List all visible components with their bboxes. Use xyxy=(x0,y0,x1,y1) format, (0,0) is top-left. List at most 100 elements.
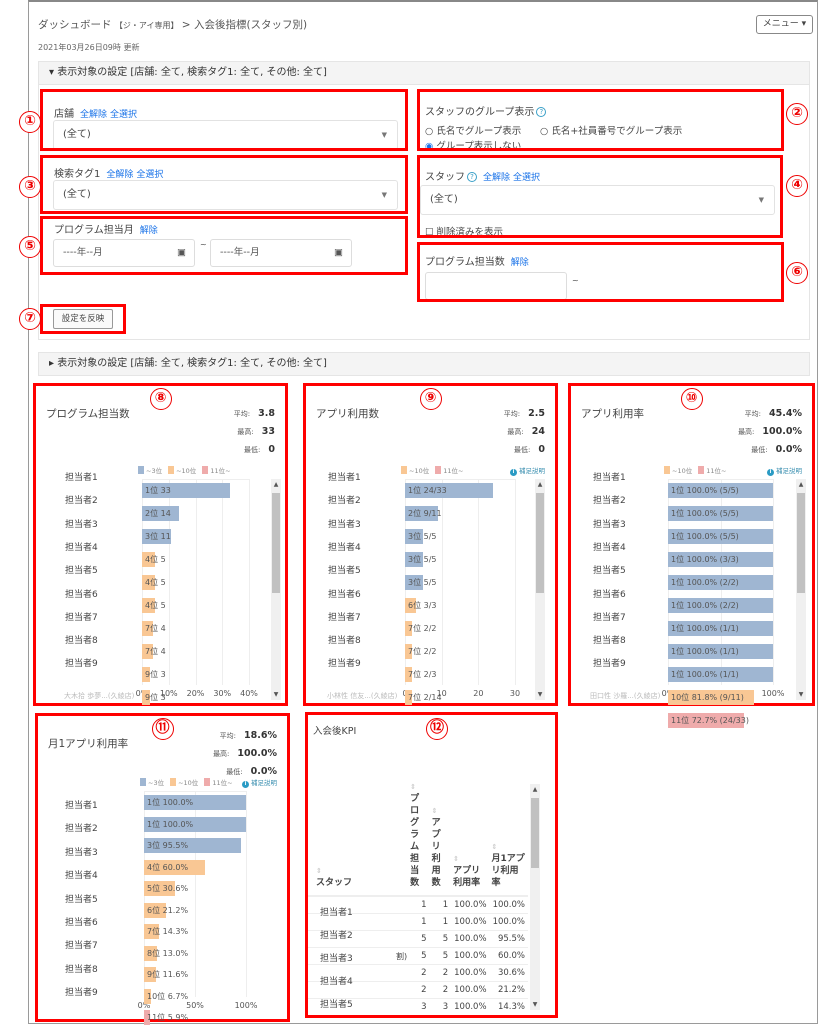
bar[interactable] xyxy=(142,667,151,682)
bar[interactable] xyxy=(668,483,773,498)
bar[interactable] xyxy=(142,644,153,659)
bar[interactable] xyxy=(144,967,156,982)
bar[interactable] xyxy=(405,598,416,613)
kpi-staff-name[interactable]: 担当者2 xyxy=(320,931,353,941)
sort-icon[interactable]: ⇕ xyxy=(410,783,416,791)
kpi-staff-name[interactable]: 担当者3 xyxy=(320,954,353,964)
info-link[interactable]: i 補足説明 xyxy=(242,777,277,788)
store-select-all-link[interactable]: 全選択 xyxy=(110,110,138,120)
bar[interactable] xyxy=(668,644,773,659)
scroll-down-icon[interactable]: ▼ xyxy=(798,691,804,698)
bar[interactable] xyxy=(144,902,166,918)
tag-select-all-link[interactable]: 全選択 xyxy=(136,170,164,180)
bar[interactable] xyxy=(405,621,413,636)
bar[interactable] xyxy=(142,552,156,567)
tag-select[interactable]: (全て) ▼ xyxy=(53,180,398,210)
staff-select[interactable]: (全て) ▼ xyxy=(420,185,775,215)
bar[interactable] xyxy=(144,945,158,961)
help-icon[interactable]: ? xyxy=(467,172,477,182)
bar[interactable] xyxy=(142,506,180,521)
kpi-column-header[interactable]: ⇕ アプリ利用数 xyxy=(429,781,452,897)
scroll-thumb[interactable] xyxy=(536,493,544,593)
kpi-row[interactable]: 1 1 100.0% 100.0% xyxy=(308,896,528,914)
kpi-staff-name[interactable]: 担当者4 xyxy=(320,977,353,987)
scroll-up-icon[interactable]: ▲ xyxy=(798,481,804,488)
bar[interactable] xyxy=(144,838,242,853)
breadcrumb-root[interactable]: ダッシュボード xyxy=(38,19,112,31)
kpi-row[interactable]: 5 5 100.0% 60.0% xyxy=(308,947,528,965)
group-radio-3[interactable]: ◉ グループ表示しない xyxy=(425,138,521,152)
sort-icon[interactable]: ⇕ xyxy=(491,843,498,851)
bar[interactable] xyxy=(668,575,773,590)
scroll-down-icon[interactable]: ▼ xyxy=(537,691,543,698)
bar[interactable] xyxy=(668,598,773,613)
bar[interactable] xyxy=(144,988,151,1004)
kpi-staff-name[interactable]: 担当者5 xyxy=(320,1000,353,1010)
bar[interactable] xyxy=(144,1010,151,1025)
bar[interactable] xyxy=(405,690,413,705)
kpi-column-header[interactable]: ⇕ プログラム担当数 xyxy=(408,781,430,897)
bar[interactable] xyxy=(144,816,246,832)
bar[interactable] xyxy=(668,621,773,636)
scroll-down-icon[interactable]: ▼ xyxy=(532,1001,538,1008)
bar[interactable] xyxy=(144,795,246,810)
sort-icon[interactable]: ⇕ xyxy=(431,807,438,815)
kpi-column-header[interactable]: ⇕ スタッフ xyxy=(308,781,409,897)
bar[interactable] xyxy=(144,881,176,896)
tag-clear-link[interactable]: 全解除 xyxy=(106,170,134,180)
settings-toggle-collapsed[interactable]: ▸ 表示対象の設定 [店舗: 全て, 検索タグ1: 全て, その他: 全て] xyxy=(38,352,810,376)
bar[interactable] xyxy=(142,575,156,590)
staff-select-all-link[interactable]: 全選択 xyxy=(513,173,541,183)
show-deleted-checkbox[interactable]: ☐ 削除済みを表示 xyxy=(425,227,504,238)
scroll-thumb[interactable] xyxy=(531,798,539,868)
kpi-scrollbar[interactable]: ▲ ▼ xyxy=(530,784,540,1010)
kpi-row[interactable]: 3 3 100.0% 14.3% xyxy=(308,998,528,1015)
scroll-up-icon[interactable]: ▲ xyxy=(532,786,538,793)
bar[interactable] xyxy=(405,667,413,682)
chart-scrollbar[interactable]: ▲ ▼ xyxy=(535,479,545,700)
bar[interactable] xyxy=(668,713,745,728)
month-clear-link[interactable]: 解除 xyxy=(139,226,158,236)
kpi-row[interactable]: 5 5 100.0% 95.5% xyxy=(308,930,528,948)
help-icon[interactable]: ? xyxy=(536,107,547,117)
kpi-column-header[interactable]: ⇕ 月1アプリ利用率 xyxy=(489,781,528,897)
count-clear-link[interactable]: 解除 xyxy=(510,258,529,268)
bar[interactable] xyxy=(144,924,159,939)
group-radio-1[interactable]: ○ 氏名でグループ表示 xyxy=(425,126,522,137)
kpi-row[interactable]: 2 2 100.0% 21.2% xyxy=(308,981,528,999)
info-link[interactable]: i 補足説明 xyxy=(510,465,545,476)
settings-toggle[interactable]: ▾ 表示対象の設定 [店舗: 全て, 検索タグ1: 全て, その他: 全て] xyxy=(38,61,810,85)
bar[interactable] xyxy=(668,529,773,544)
scroll-thumb[interactable] xyxy=(797,493,805,593)
month-to-input[interactable]: ----年--月 ▣ xyxy=(210,239,352,267)
staff-clear-link[interactable]: 全解除 xyxy=(483,173,511,183)
group-radio-2[interactable]: ○ 氏名+社員番号でグループ表示 xyxy=(540,126,683,137)
bar[interactable] xyxy=(405,506,438,521)
calendar-icon[interactable]: ▣ xyxy=(334,247,343,258)
bar[interactable] xyxy=(405,529,424,544)
chart-scrollbar[interactable]: ▲ ▼ xyxy=(271,479,281,700)
scroll-thumb[interactable] xyxy=(272,493,280,593)
bar[interactable] xyxy=(144,859,206,875)
apply-settings-button[interactable]: 設定を反映 xyxy=(53,309,113,329)
bar[interactable] xyxy=(142,598,156,613)
bar[interactable] xyxy=(405,552,424,567)
bar[interactable] xyxy=(405,644,413,659)
bar[interactable] xyxy=(668,690,754,705)
store-clear-link[interactable]: 全解除 xyxy=(80,110,108,120)
store-select[interactable]: (全て) ▼ xyxy=(53,120,398,150)
bar[interactable] xyxy=(142,529,172,544)
menu-button[interactable]: メニュー ▾ xyxy=(756,15,813,34)
kpi-row[interactable]: 1 1 100.0% 100.0% xyxy=(308,913,528,931)
bar[interactable] xyxy=(142,690,151,705)
scroll-up-icon[interactable]: ▲ xyxy=(273,481,279,488)
info-link[interactable]: i 補足説明 xyxy=(767,465,802,476)
calendar-icon[interactable]: ▣ xyxy=(177,247,186,258)
sort-icon[interactable]: ⇕ xyxy=(453,855,459,863)
chart-scrollbar[interactable]: ▲ ▼ xyxy=(796,479,806,700)
bar[interactable] xyxy=(668,667,773,682)
month-from-input[interactable]: ----年--月 ▣ xyxy=(53,239,195,267)
bar[interactable] xyxy=(142,621,153,636)
bar[interactable] xyxy=(405,483,493,498)
kpi-column-header[interactable]: ⇕ アプリ利用率 xyxy=(451,781,490,897)
